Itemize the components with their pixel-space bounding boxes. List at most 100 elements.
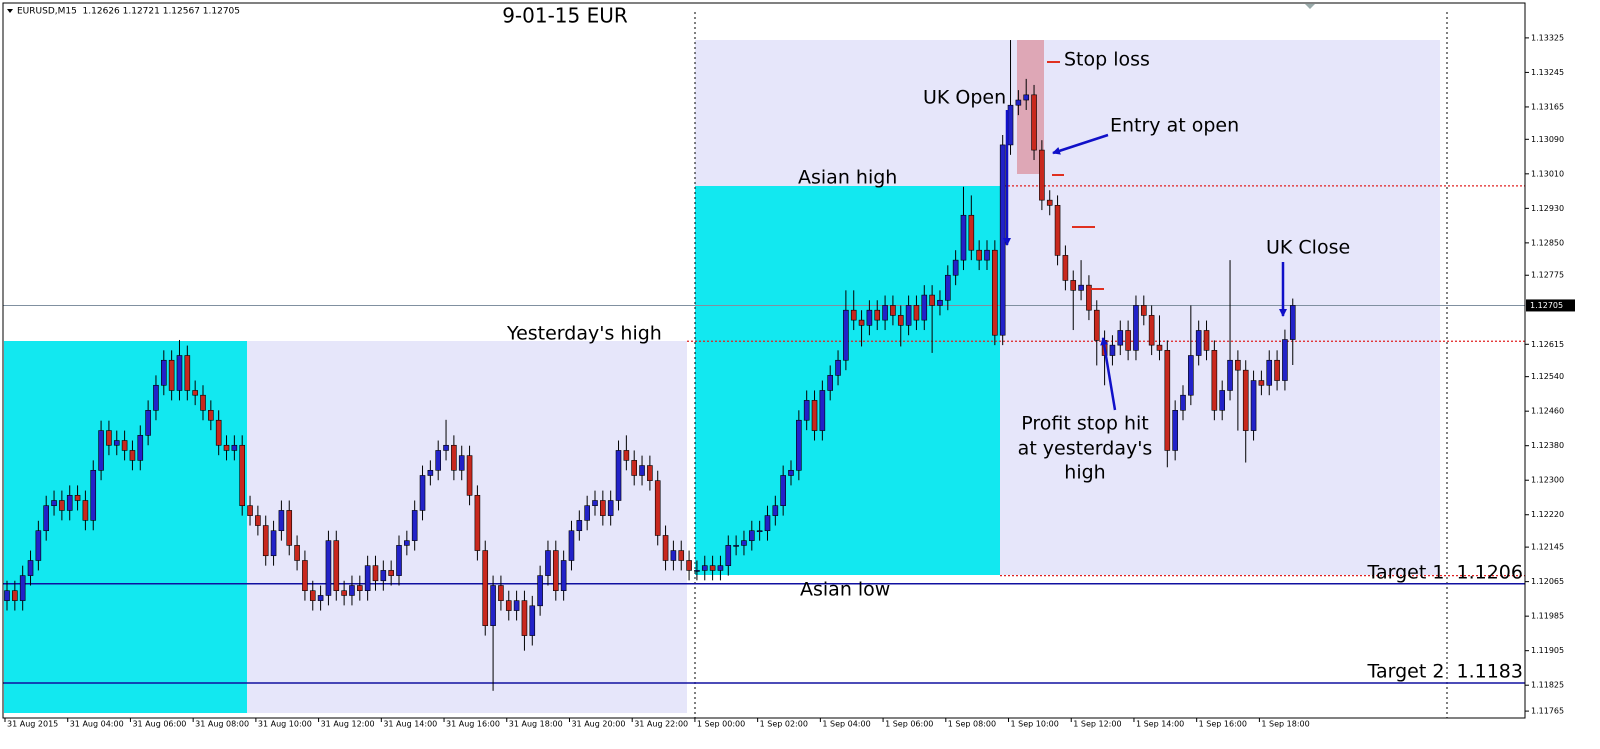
candle-body <box>937 299 943 306</box>
candle-body <box>1109 344 1116 356</box>
annotation: Asian high <box>798 167 897 189</box>
annotation: at yesterday's <box>1018 438 1153 460</box>
stop-marks <box>1047 61 1104 290</box>
candle-body <box>208 410 214 421</box>
x-tick-label: 1 Sep 06:00 <box>885 720 933 729</box>
candle-body <box>35 530 42 561</box>
candle-body <box>1039 149 1045 201</box>
annotation: UK Close <box>1266 237 1350 259</box>
menu-triangle <box>7 9 13 13</box>
candle-body <box>1117 330 1124 346</box>
candle-body <box>600 500 606 516</box>
candles <box>4 40 1296 691</box>
candle-body <box>803 400 810 421</box>
candle-body <box>145 410 151 436</box>
candle-body <box>662 535 669 561</box>
candle-body <box>992 249 998 336</box>
x-tick-label: 1 Sep 08:00 <box>948 720 996 729</box>
candle-body <box>858 319 865 326</box>
y-tick-label: 1.13245 <box>1531 68 1564 77</box>
x-tick-label: 31 Aug 04:00 <box>70 720 124 729</box>
candle-body <box>153 384 159 411</box>
candle-body <box>435 450 442 471</box>
candle-body <box>748 530 755 541</box>
x-tick-label: 1 Sep 16:00 <box>1199 720 1247 729</box>
y-tick-label: 1.12220 <box>1531 510 1564 519</box>
candle-body <box>388 570 394 576</box>
candle-body <box>607 500 614 516</box>
candle-body <box>490 585 496 626</box>
candle-body <box>98 430 104 471</box>
candle-body <box>1282 339 1288 381</box>
candle-body <box>999 144 1006 336</box>
candle-body <box>1141 305 1147 316</box>
candle-body <box>302 560 308 591</box>
y-tick-label: 1.11825 <box>1531 681 1564 690</box>
candle-body <box>1188 355 1194 396</box>
candle-body <box>168 359 175 391</box>
candle-body <box>19 575 26 601</box>
candle-body <box>529 605 536 636</box>
candle-body <box>960 214 967 261</box>
candle-body <box>137 435 144 461</box>
candle-body <box>113 440 120 446</box>
candle-body <box>905 305 912 326</box>
candle-body <box>466 455 473 496</box>
candle-body <box>686 560 692 571</box>
chart-header: EURUSD,M15 1.12626 1.12721 1.12567 1.127… <box>17 7 240 17</box>
annotation: Asian low <box>800 579 890 601</box>
candle-body <box>827 375 834 391</box>
candle-body <box>1250 380 1257 431</box>
x-tick-label: 31 Aug 18:00 <box>509 720 563 729</box>
x-tick-label: 1 Sep 12:00 <box>1073 720 1121 729</box>
candle-body <box>333 540 340 591</box>
annotation: Profit stop hit <box>1021 413 1148 435</box>
candle-body <box>215 419 222 446</box>
candle-body <box>788 469 794 476</box>
asian-session-box <box>695 186 1000 575</box>
x-tick-label: 31 Aug 2015 <box>7 720 58 729</box>
y-tick-label: 1.12775 <box>1531 271 1564 280</box>
last-price-box <box>1526 299 1575 312</box>
candle-body <box>51 500 57 506</box>
candle-body <box>129 450 136 461</box>
candle-body <box>615 450 622 501</box>
candle-body <box>270 530 277 557</box>
candle-body <box>537 575 543 607</box>
candle-body <box>192 390 198 396</box>
last-price-label: 1.12705 <box>1530 301 1563 310</box>
candle-body <box>427 469 434 476</box>
x-tick-label: 31 Aug 16:00 <box>446 720 500 729</box>
candle-body <box>1070 280 1077 291</box>
x-tick-label: 1 Sep 02:00 <box>760 720 808 729</box>
y-tick-label: 1.11905 <box>1531 646 1564 655</box>
candle-body <box>505 600 512 611</box>
candle-body <box>968 214 975 251</box>
y-tick-label: 1.11765 <box>1531 707 1564 716</box>
candle-body <box>545 550 551 576</box>
x-tick-label: 1 Sep 00:00 <box>697 720 745 729</box>
candle-body <box>278 510 285 532</box>
x-tick-label: 31 Aug 12:00 <box>321 720 375 729</box>
candle-body <box>976 249 982 261</box>
y-tick-label: 1.13325 <box>1531 33 1564 42</box>
candle-body <box>835 359 841 376</box>
annotations: Target 1 1.1206 Target 2 1.1183 UK Open Sto… <box>506 49 1523 683</box>
candle-body <box>341 590 347 596</box>
candle-body <box>701 565 708 571</box>
candle-body <box>1078 284 1084 291</box>
candle-body <box>631 460 638 476</box>
chart-title: 9-01-15 EUR <box>502 4 628 28</box>
arrow <box>1052 133 1109 155</box>
candle-body <box>772 505 779 516</box>
x-tick-label: 31 Aug 22:00 <box>634 720 688 729</box>
candle-body <box>850 309 857 321</box>
annotation: UK Open <box>923 87 1006 109</box>
asian-session-box <box>4 341 247 713</box>
candle-body <box>725 545 732 566</box>
candle-body <box>647 465 653 481</box>
candle-body <box>1180 394 1186 411</box>
candle-body <box>866 309 873 326</box>
candle-body <box>1093 309 1100 341</box>
arrow <box>1100 337 1117 411</box>
